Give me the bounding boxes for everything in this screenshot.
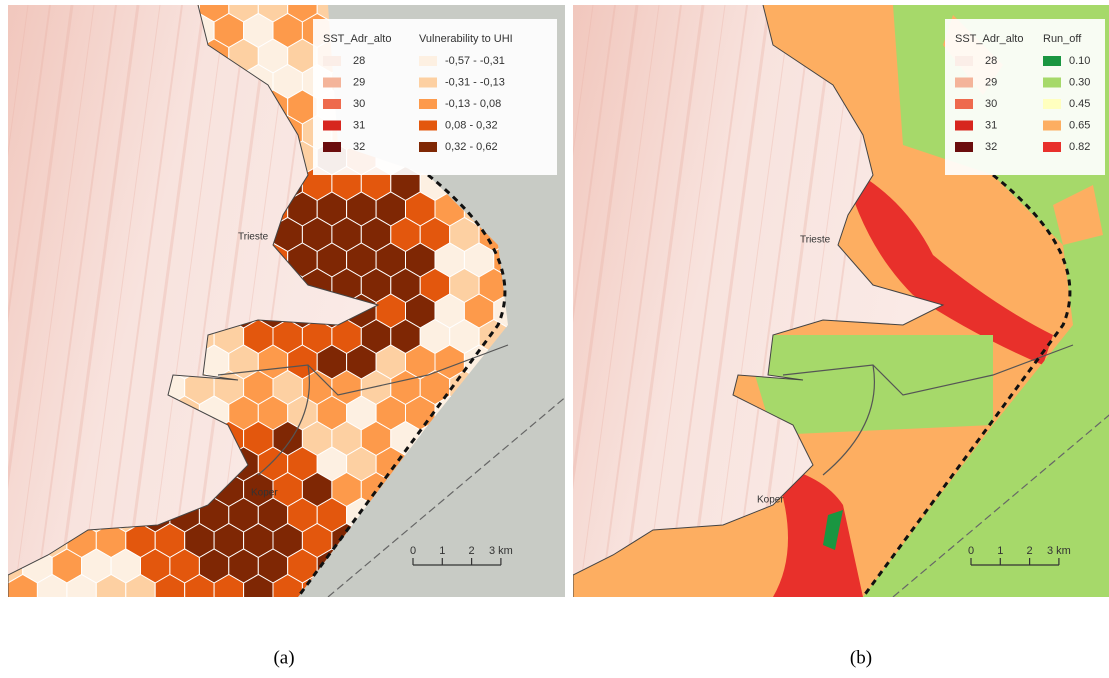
- legend-label: 28: [985, 55, 997, 67]
- scale-label: 1: [439, 545, 445, 557]
- legend-swatch: [1043, 56, 1061, 66]
- legend-swatch: [323, 142, 341, 152]
- legend-label: 28: [353, 55, 365, 67]
- legend-swatch: [419, 78, 437, 88]
- legend-swatch: [955, 78, 973, 88]
- legend-swatch: [955, 121, 973, 131]
- legend-swatch: [955, 142, 973, 152]
- scale-label: 2: [469, 545, 475, 557]
- legend-label: 0.82: [1069, 141, 1090, 153]
- legend-swatch: [323, 121, 341, 131]
- legend-swatch: [1043, 121, 1061, 131]
- legend-swatch: [955, 56, 973, 66]
- scale-label: 3 km: [489, 545, 513, 557]
- map-panel: Trieste Koper 0 1 2 3 km SST_Adr_alto Run_off 28…: [513, 5, 1109, 597]
- legend-label: 0.65: [1069, 119, 1090, 131]
- legend-label: 32: [353, 141, 365, 153]
- place-label: Trieste: [238, 232, 269, 243]
- legend-swatch: [1043, 142, 1061, 152]
- place-label: Koper: [251, 488, 278, 499]
- legend-label: 31: [985, 119, 997, 131]
- legend-title: Run_off: [1043, 33, 1082, 45]
- legend-title: SST_Adr_alto: [955, 33, 1023, 45]
- legend-label: -0,31 - -0,13: [445, 76, 505, 88]
- legend-label: -0,13 - 0,08: [445, 98, 501, 110]
- scale-label: 0: [410, 545, 416, 557]
- legend-label: -0,57 - -0,31: [445, 55, 505, 67]
- legend-label: 0.45: [1069, 98, 1090, 110]
- legend-swatch: [955, 99, 973, 109]
- legend-swatch: [323, 99, 341, 109]
- legend-swatch: [419, 56, 437, 66]
- legend-label: 30: [353, 98, 365, 110]
- legend-label: 0,08 - 0,32: [445, 119, 498, 131]
- place-label: Koper: [757, 495, 784, 506]
- legend-swatch: [419, 121, 437, 131]
- scale-label: 3 km: [1047, 545, 1071, 557]
- legend-label: 0,32 - 0,62: [445, 141, 498, 153]
- legend-label: 0.30: [1069, 76, 1090, 88]
- legend-swatch: [323, 78, 341, 88]
- legend-title: SST_Adr_alto: [323, 33, 391, 45]
- scale-label: 1: [997, 545, 1003, 557]
- map-panel: Trieste Koper 0 1 2 3 km SST_Adr_alto Vulnerabi…: [0, 0, 597, 609]
- legend-label: 31: [353, 119, 365, 131]
- legend-swatch: [419, 142, 437, 152]
- legend-label: 0.10: [1069, 55, 1090, 67]
- legend-swatch: [419, 99, 437, 109]
- legend-label: 32: [985, 141, 997, 153]
- scale-label: 0: [968, 545, 974, 557]
- legend-swatch: [1043, 99, 1061, 109]
- legend-swatch: [323, 56, 341, 66]
- scale-label: 2: [1027, 545, 1033, 557]
- legend-label: 29: [353, 76, 365, 88]
- legend: SST_Adr_alto Run_off 28 29 30 31 32 0.10 0.30 0.4…: [945, 19, 1105, 175]
- panel-caption: (a): [273, 647, 294, 668]
- panel-caption: (b): [850, 647, 872, 668]
- legend-label: 29: [985, 76, 997, 88]
- legend-label: 30: [985, 98, 997, 110]
- place-label: Trieste: [800, 235, 831, 246]
- legend: SST_Adr_alto Vulnerability to UHI 28 29 30 31…: [313, 19, 557, 175]
- legend-title: Vulnerability to UHI: [419, 33, 513, 45]
- legend-swatch: [1043, 78, 1061, 88]
- figure: Trieste Koper 0 1 2 3 km SST_Adr_alto Vulnerabi…: [0, 0, 1109, 673]
